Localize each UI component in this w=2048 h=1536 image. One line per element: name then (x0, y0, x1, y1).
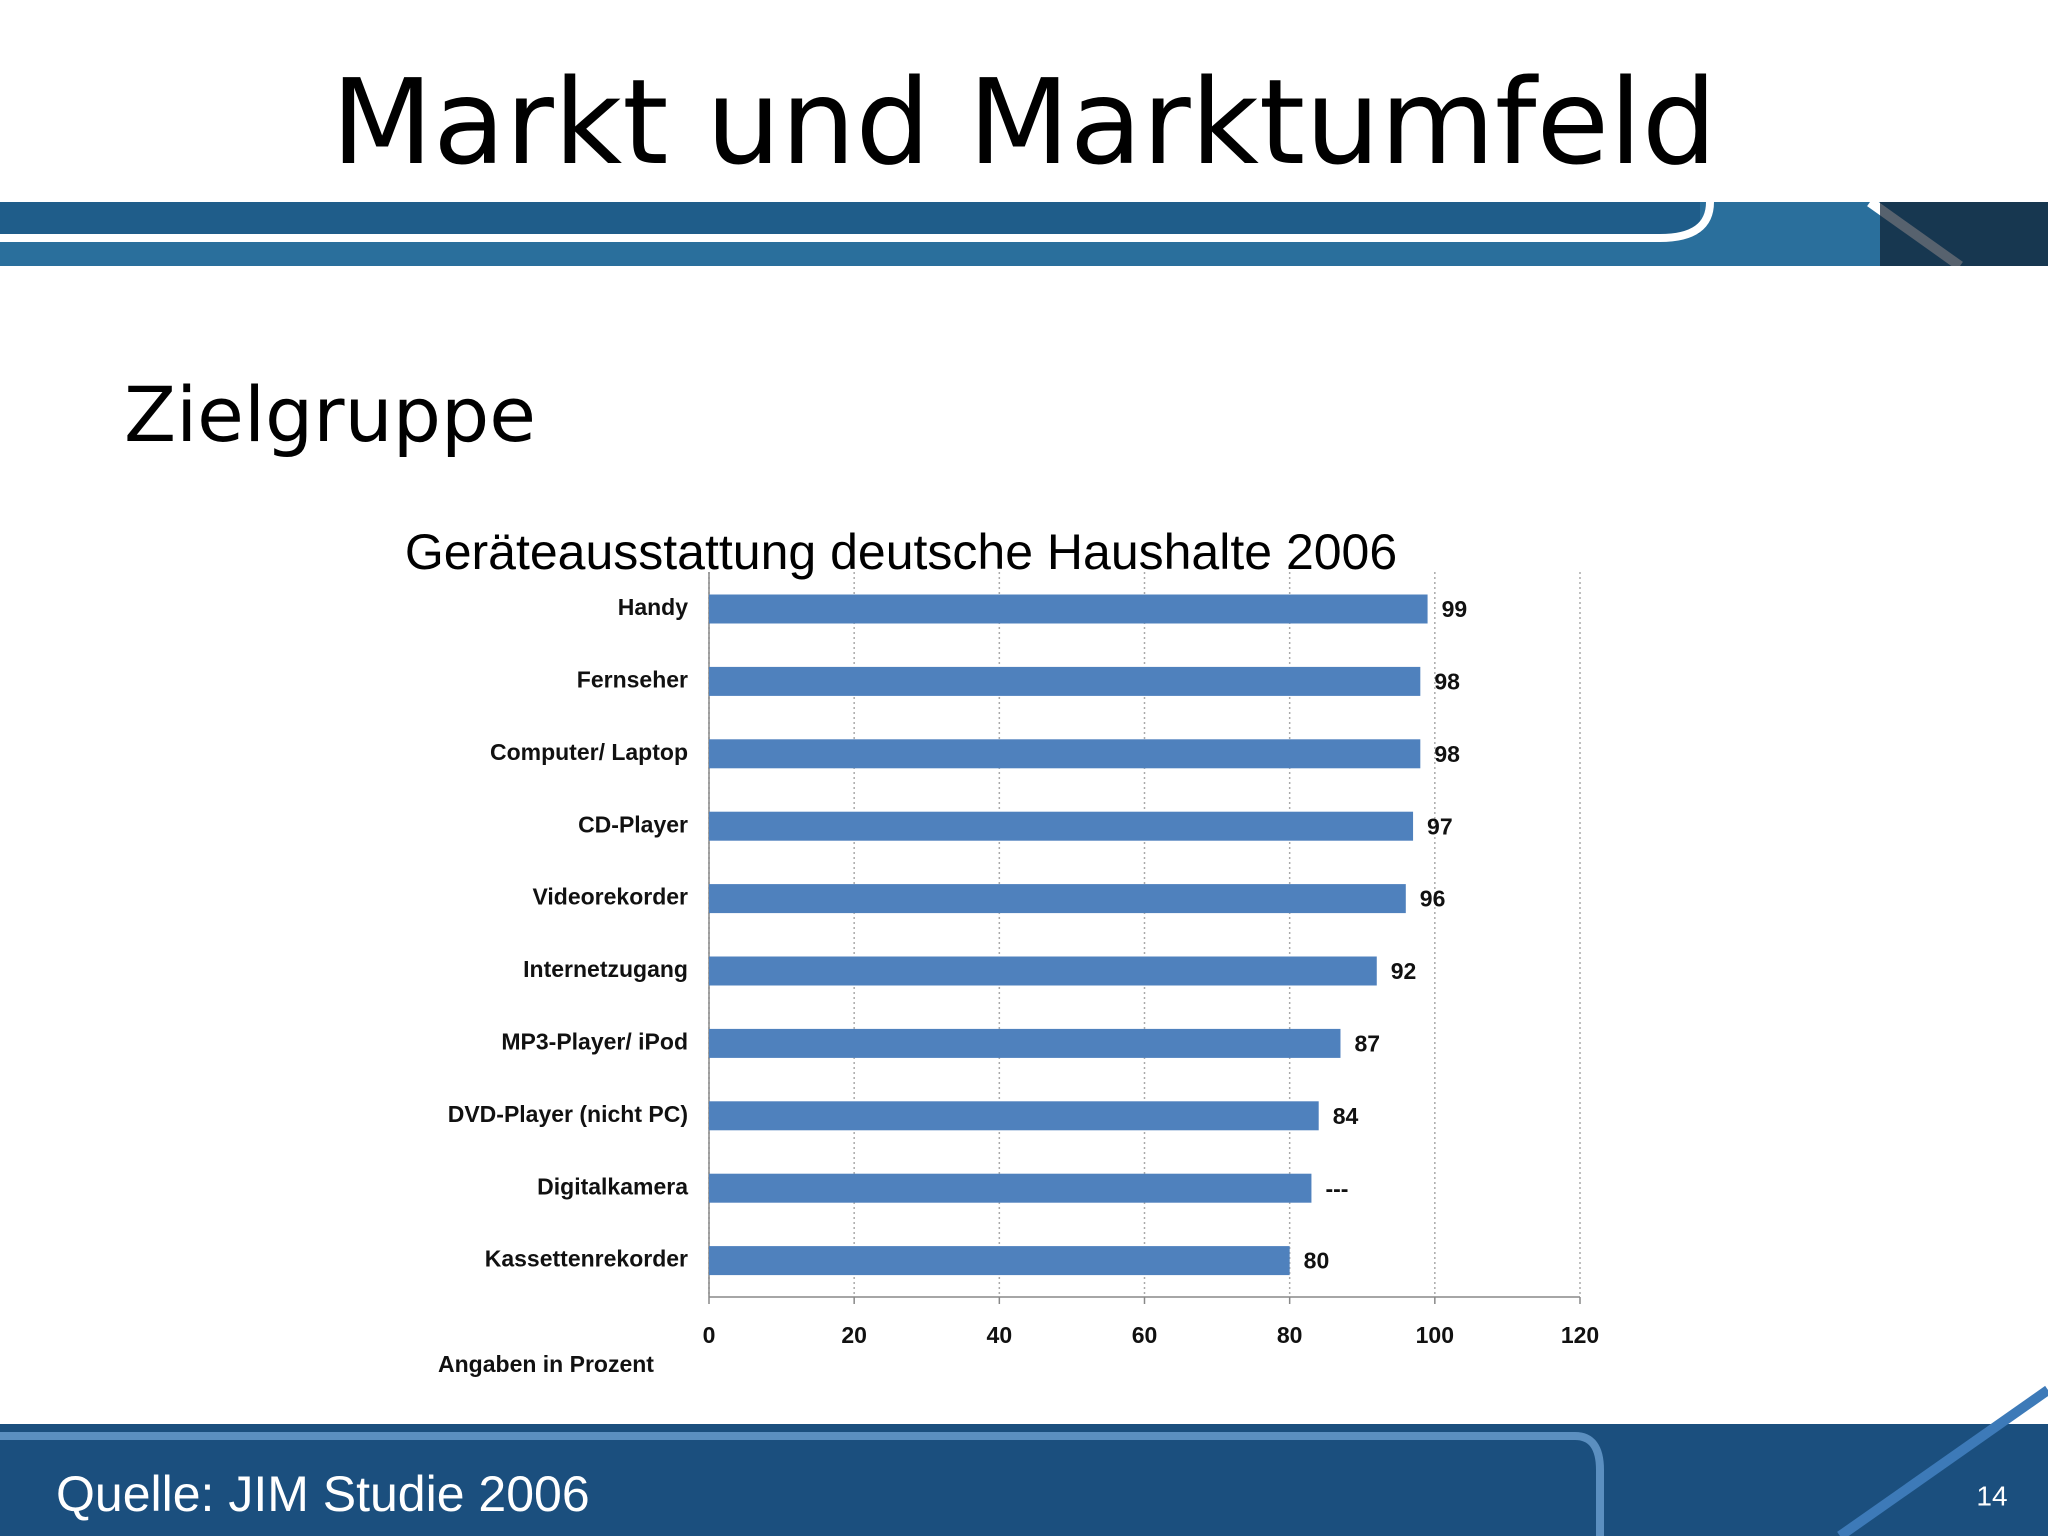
bar (709, 1173, 1312, 1203)
x-tick-label: 80 (1277, 1322, 1303, 1348)
y-tick-label: Digitalkamera (537, 1173, 688, 1199)
bar (709, 1028, 1341, 1058)
value-label: 92 (1391, 958, 1417, 984)
y-tick-label: Kassettenrekorder (485, 1246, 688, 1272)
bar (709, 594, 1428, 624)
x-tick-label: 0 (703, 1322, 716, 1348)
footer-slash (1837, 1385, 2048, 1536)
x-axis-label: Angaben in Prozent (438, 1351, 654, 1377)
value-label: 98 (1434, 668, 1460, 694)
bar (709, 1246, 1290, 1276)
x-tick-label: 20 (841, 1322, 867, 1348)
header-band-dark (0, 202, 1700, 234)
bar (709, 666, 1421, 696)
value-label: 84 (1333, 1103, 1359, 1129)
x-tick-label: 100 (1416, 1322, 1454, 1348)
bar (709, 739, 1421, 769)
x-tick-label: 40 (987, 1322, 1013, 1348)
chart-title: Geräteausstattung deutsche Haushalte 200… (405, 524, 1397, 580)
y-tick-label: Internetzugang (523, 956, 688, 982)
footer-curve (0, 1432, 1604, 1536)
value-label: 87 (1354, 1030, 1380, 1056)
slide-title: Markt und Marktumfeld (331, 53, 1717, 191)
y-tick-label: Videorekorder (532, 884, 688, 910)
footer-band (0, 1424, 2048, 1536)
value-label: --- (1325, 1175, 1348, 1201)
y-tick-label: Handy (618, 594, 689, 620)
y-tick-label: Computer/ Laptop (490, 739, 688, 765)
x-tick-label: 120 (1561, 1322, 1599, 1348)
y-tick-label: DVD-Player (nicht PC) (448, 1101, 688, 1127)
value-label: 96 (1420, 886, 1446, 912)
value-label: 80 (1304, 1248, 1330, 1274)
y-tick-label: CD-Player (578, 811, 688, 837)
value-label: 97 (1427, 813, 1453, 839)
y-tick-label: Fernseher (577, 666, 688, 692)
value-label: 99 (1442, 596, 1468, 622)
header-corner (1880, 202, 2048, 266)
bar (709, 884, 1406, 914)
page-number: 14 (1976, 1480, 2007, 1511)
slide-subtitle: Zielgruppe (124, 370, 536, 459)
bar (709, 811, 1414, 841)
x-tick-label: 60 (1132, 1322, 1158, 1348)
header-curve (0, 201, 1714, 242)
value-label: 98 (1434, 741, 1460, 767)
source: Quelle: JIM Studie 2006 (56, 1466, 590, 1522)
y-tick-label: MP3-Player/ iPod (501, 1028, 688, 1054)
plot: 0 20 40 60 80 100 120 Handy 99 Fernseher 98 Compute… (448, 572, 1599, 1348)
bar (709, 956, 1377, 986)
bar (709, 1101, 1319, 1131)
